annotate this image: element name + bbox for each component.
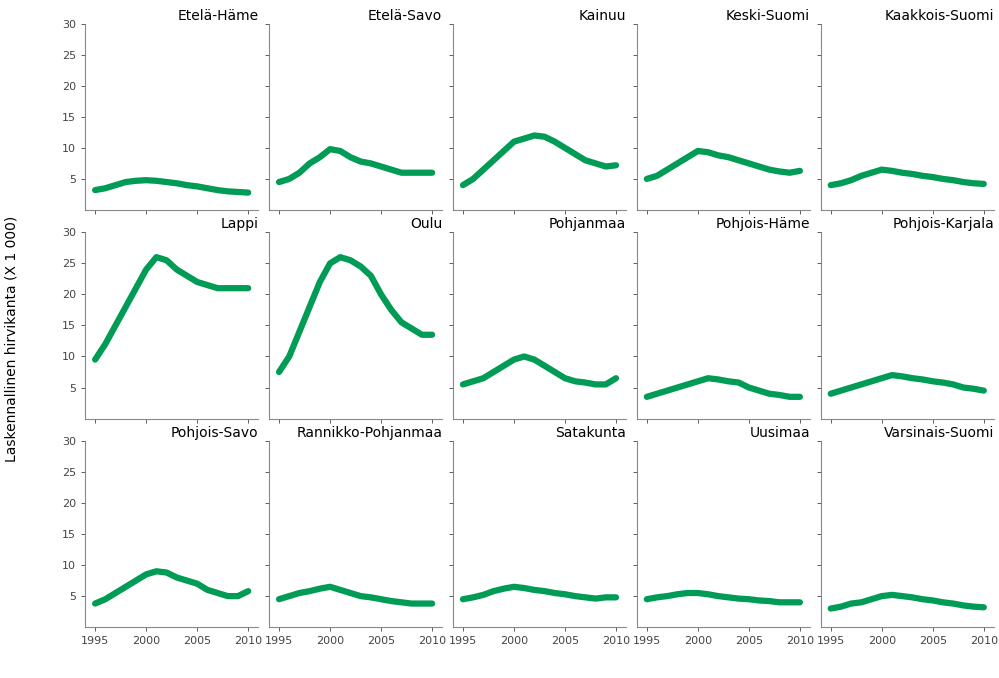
Text: Kainuu: Kainuu xyxy=(578,9,626,22)
Text: Kaakkois-Suomi: Kaakkois-Suomi xyxy=(884,9,994,22)
Text: Pohjanmaa: Pohjanmaa xyxy=(549,217,626,231)
Text: Pohjois-Häme: Pohjois-Häme xyxy=(715,217,810,231)
Text: Etelä-Häme: Etelä-Häme xyxy=(177,9,259,22)
Text: Satakunta: Satakunta xyxy=(555,426,626,440)
Text: Pohjois-Karjala: Pohjois-Karjala xyxy=(892,217,994,231)
Text: Uusimaa: Uusimaa xyxy=(749,426,810,440)
Text: Varsinais-Suomi: Varsinais-Suomi xyxy=(884,426,994,440)
Text: Laskennallinen hirvikanta (X 1 000): Laskennallinen hirvikanta (X 1 000) xyxy=(5,216,19,462)
Text: Rannikko-Pohjanmaa: Rannikko-Pohjanmaa xyxy=(297,426,443,440)
Text: Lappi: Lappi xyxy=(221,217,259,231)
Text: Pohjois-Savo: Pohjois-Savo xyxy=(171,426,259,440)
Text: Keski-Suomi: Keski-Suomi xyxy=(726,9,810,22)
Text: Etelä-Savo: Etelä-Savo xyxy=(368,9,443,22)
Text: Oulu: Oulu xyxy=(410,217,443,231)
